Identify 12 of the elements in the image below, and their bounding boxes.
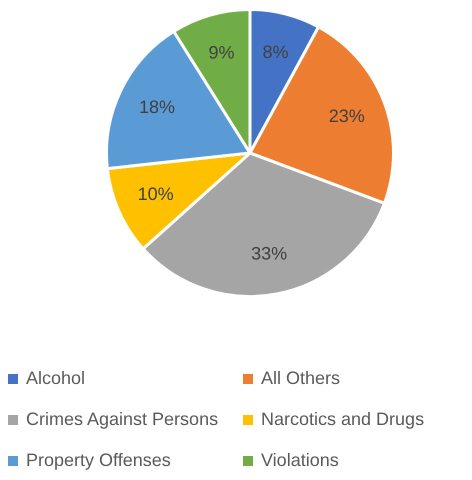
legend-label: Violations	[261, 450, 339, 471]
legend-label: Narcotics and Drugs	[261, 409, 424, 430]
legend-label: Alcohol	[26, 368, 86, 389]
legend-label: Crimes Against Persons	[26, 409, 218, 430]
legend-label: Property Offenses	[26, 450, 171, 471]
data-label: 10%	[138, 184, 174, 204]
data-label: 23%	[328, 106, 365, 126]
legend-label: All Others	[261, 368, 340, 389]
data-label: 9%	[208, 42, 234, 63]
data-label: 18%	[138, 96, 176, 117]
data-label: 8%	[262, 42, 288, 62]
data-label: 33%	[251, 243, 288, 264]
